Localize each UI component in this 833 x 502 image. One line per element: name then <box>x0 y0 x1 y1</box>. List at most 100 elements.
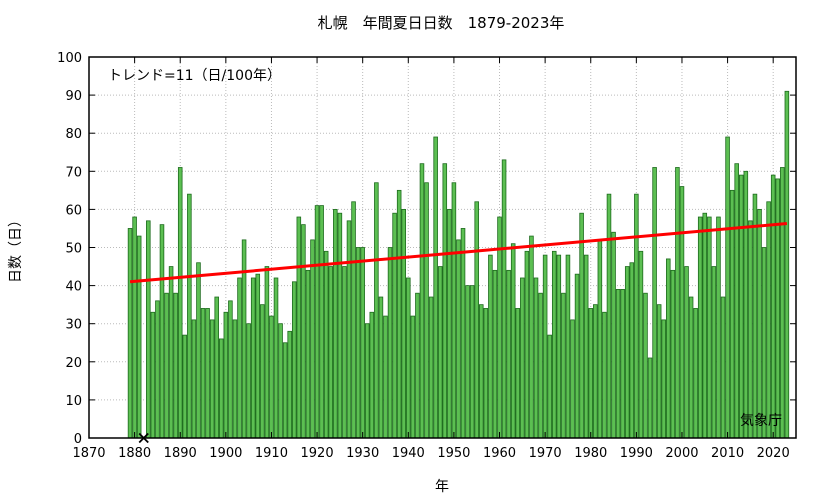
bar-1912 <box>278 323 283 439</box>
y-tick-label: 20 <box>65 356 82 371</box>
bar-2020 <box>770 174 776 439</box>
bar-1909 <box>264 266 270 439</box>
bar-1977 <box>574 273 580 439</box>
bar-1908 <box>260 304 265 439</box>
bar-1983 <box>602 311 607 439</box>
x-tick-label: 1920 <box>301 446 334 461</box>
bar-1932 <box>369 311 375 439</box>
bar-1982 <box>597 239 603 439</box>
bar-1893 <box>191 319 197 439</box>
bar-1961 <box>501 159 507 439</box>
bar-2012 <box>734 163 739 439</box>
y-tick-label: 10 <box>65 394 82 409</box>
bar-1947 <box>437 266 443 439</box>
bar-1919 <box>310 239 315 439</box>
bar-1948 <box>442 163 448 439</box>
bar-1946 <box>433 136 438 439</box>
trend-line <box>129 222 788 284</box>
bar-1992 <box>643 292 648 439</box>
bar-1991 <box>638 250 644 439</box>
bar-1972 <box>551 250 557 439</box>
bar-2021 <box>775 178 781 439</box>
bar-1926 <box>342 266 347 439</box>
x-tick-label: 1990 <box>620 446 653 461</box>
bars <box>127 90 790 439</box>
bar-1892 <box>187 193 192 439</box>
bar-1971 <box>547 334 552 439</box>
bar-1975 <box>565 254 571 439</box>
bar-1940 <box>406 277 411 439</box>
x-tick-label: 2000 <box>665 446 698 461</box>
bar-1904 <box>241 239 247 439</box>
y-tick-label: 30 <box>65 318 82 333</box>
bar-2009 <box>720 296 726 439</box>
bar-1938 <box>396 189 402 439</box>
bar-1898 <box>214 296 219 439</box>
bar-2003 <box>693 308 698 439</box>
bar-1976 <box>570 319 575 439</box>
bar-1894 <box>196 262 201 439</box>
y-tick-label: 0 <box>74 432 82 447</box>
bar-1990 <box>634 193 639 439</box>
bar-1884 <box>150 311 156 439</box>
bar-1937 <box>392 212 397 439</box>
bar-1967 <box>529 235 534 439</box>
bar-1997 <box>666 258 671 439</box>
bar-1897 <box>209 319 215 439</box>
bar-1970 <box>542 254 548 439</box>
bar-1965 <box>520 277 525 439</box>
bar-1996 <box>661 319 666 439</box>
bar-1890 <box>177 167 183 439</box>
bar-2014 <box>743 170 749 439</box>
bar-1933 <box>374 182 379 439</box>
axis-ticks: 1870 1880 1890 1900 1910 1920 1930 1940 1950 1960… <box>57 51 796 461</box>
bar-1974 <box>561 292 566 439</box>
bar-1879 <box>127 228 133 439</box>
bar-2016 <box>752 193 758 439</box>
bar-1989 <box>629 262 635 439</box>
bar-1963 <box>510 243 516 439</box>
bar-1966 <box>524 250 530 439</box>
y-tick-label: 40 <box>65 280 82 295</box>
x-tick-label: 2020 <box>757 446 790 461</box>
bar-1998 <box>670 269 676 439</box>
bar-1888 <box>168 266 174 439</box>
trend-layer <box>129 222 788 284</box>
bar-2007 <box>711 266 717 439</box>
bar-1923 <box>328 266 334 439</box>
bar-1915 <box>291 281 297 439</box>
x-tick-label: 1880 <box>118 446 151 461</box>
bar-1931 <box>364 323 370 439</box>
bar-1995 <box>656 304 662 439</box>
bar-1969 <box>538 292 543 439</box>
bar-1911 <box>273 277 279 439</box>
bar-1905 <box>246 323 251 439</box>
bar-1999 <box>675 167 680 439</box>
bar-1953 <box>465 285 470 439</box>
bar-1949 <box>447 208 452 439</box>
bar-1950 <box>451 182 457 439</box>
bar-1985 <box>611 231 616 439</box>
bar-1928 <box>351 201 356 439</box>
bar-1902 <box>232 319 238 439</box>
bar-2008 <box>716 216 721 439</box>
x-tick-label: 1960 <box>483 446 516 461</box>
bar-1943 <box>419 163 425 439</box>
bar-1920 <box>314 205 320 439</box>
bar-1994 <box>652 167 657 439</box>
bar-1955 <box>474 201 479 439</box>
bar-1913 <box>282 342 288 439</box>
bar-1964 <box>515 308 521 439</box>
bar-1906 <box>250 277 256 439</box>
bar-2004 <box>697 216 703 439</box>
x-tick-label: 1930 <box>346 446 379 461</box>
bar-1942 <box>415 292 420 439</box>
bar-1914 <box>287 330 292 439</box>
source-label: 気象庁 <box>740 413 782 429</box>
bar-1895 <box>200 308 206 439</box>
bar-1881 <box>136 235 142 439</box>
bar-1889 <box>173 292 178 439</box>
bar-1962 <box>506 269 511 439</box>
